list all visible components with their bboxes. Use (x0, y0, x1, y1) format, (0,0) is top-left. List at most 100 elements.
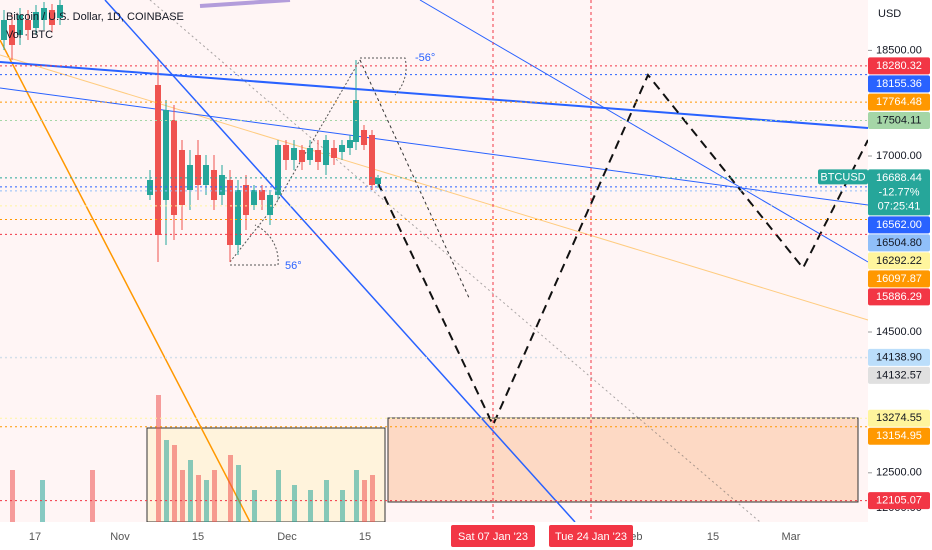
trend-line (199, 0, 291, 8)
price-tag-label: 17504.11 (876, 114, 921, 126)
candle-body (299, 150, 305, 162)
price-tag-label: 14138.90 (876, 351, 922, 363)
time-label: Nov (110, 531, 130, 543)
time-highlight (549, 525, 633, 547)
candle-body (57, 5, 63, 18)
angle-line (229, 59, 361, 263)
angle-arc (360, 57, 407, 96)
candle-body (41, 8, 47, 20)
price-tag-label: 18155.36 (876, 78, 922, 90)
candle-body (361, 130, 367, 145)
candle-body (267, 195, 273, 215)
candle-body (163, 110, 169, 200)
candle-body (219, 175, 225, 195)
candle-body (235, 190, 241, 245)
price-tag (868, 112, 930, 130)
candle-body (369, 135, 375, 185)
candle-body (323, 140, 329, 165)
price-tick-label: 12500.00 (876, 467, 922, 479)
indicator-label: Vol · BTC (6, 29, 53, 41)
time-label: 15 (192, 531, 204, 543)
price-tag-label: 15886.29 (876, 291, 922, 303)
angle-label: -56° (415, 52, 435, 64)
candle-body (347, 140, 353, 148)
candle-body (155, 85, 161, 235)
price-tag (868, 348, 930, 366)
price-tag-label: 16097.87 (876, 273, 922, 285)
candle-body (171, 120, 177, 215)
price-tag (868, 270, 930, 288)
price-tick-label: 14500.00 (876, 326, 922, 338)
trend-line (419, 0, 869, 263)
time-highlight-label: Tue 24 Jan '23 (555, 531, 627, 543)
candle-body (203, 165, 209, 185)
angle-arc (230, 224, 279, 266)
projection (359, 59, 471, 301)
candle-body (49, 10, 55, 25)
chart-title: Bitcoin / U.S. Dollar, 1D, COINBASE (6, 11, 184, 23)
angle-label: 56° (285, 260, 302, 272)
price-tag (868, 492, 930, 510)
candle-body (17, 15, 23, 35)
price-tag-label: 13154.95 (876, 430, 922, 442)
symbol-name: BTCUSD (820, 171, 865, 183)
candle-body (259, 190, 265, 200)
target-zone (387, 417, 859, 503)
candle-body (375, 178, 381, 184)
candle-body (9, 25, 15, 45)
countdown: 07:25:41 (878, 200, 921, 212)
candle-body (275, 145, 281, 195)
price-tag (868, 57, 930, 75)
candle-body (307, 148, 313, 160)
price-tag-label: 12105.07 (876, 495, 922, 507)
price-tag (868, 409, 930, 427)
trend-line (104, 0, 576, 523)
price-tag-label: 18280.32 (876, 60, 922, 72)
price-tag (868, 366, 930, 384)
time-label: 15 (359, 531, 371, 543)
price-tag-label: 16562.00 (876, 219, 922, 231)
candle-body (315, 150, 321, 162)
candle-body (227, 180, 233, 245)
price-tag-label: 16292.22 (876, 255, 922, 267)
time-label: Dec (277, 531, 297, 543)
volume-box (146, 427, 386, 523)
price-tag-label: 13274.55 (876, 412, 922, 424)
price-tag (868, 93, 930, 111)
currency: USD (878, 8, 901, 20)
candle-body (339, 145, 345, 152)
trend-line (0, 87, 869, 206)
price-change: -12.77% (879, 186, 920, 198)
price-tick-label: 17000.00 (876, 150, 922, 162)
price-tag (868, 288, 930, 306)
price-tag (868, 234, 930, 252)
trend-line (149, 0, 761, 523)
time-label: 17 (29, 531, 41, 543)
price-tag (868, 216, 930, 234)
price-tag-label: 17764.48 (876, 96, 922, 108)
time-label: 15 (707, 531, 719, 543)
candle-body (331, 148, 337, 158)
symbol-tag-name (818, 169, 868, 185)
candle-body (251, 190, 257, 205)
candle-body (33, 12, 39, 28)
price-tag-label: 16688.44 (876, 172, 922, 184)
trend-line (0, 61, 869, 129)
candle-body (195, 155, 201, 185)
price-tag (868, 427, 930, 445)
price-tag (868, 252, 930, 270)
trend-line (0, 54, 869, 321)
candle-body (283, 145, 289, 160)
time-highlight-label: Sat 07 Jan '23 (458, 531, 528, 543)
candle-body (243, 185, 249, 215)
candle-body (147, 180, 153, 195)
candle-body (25, 20, 31, 30)
candle-body (1, 20, 7, 40)
candle-body (211, 170, 217, 200)
price-tag-label: 14132.57 (876, 369, 922, 381)
price-tag-label: 16504.80 (876, 237, 922, 249)
time-label: Mar (782, 531, 801, 543)
time-axis (0, 522, 868, 550)
price-tick-label: 18500.00 (876, 44, 922, 56)
